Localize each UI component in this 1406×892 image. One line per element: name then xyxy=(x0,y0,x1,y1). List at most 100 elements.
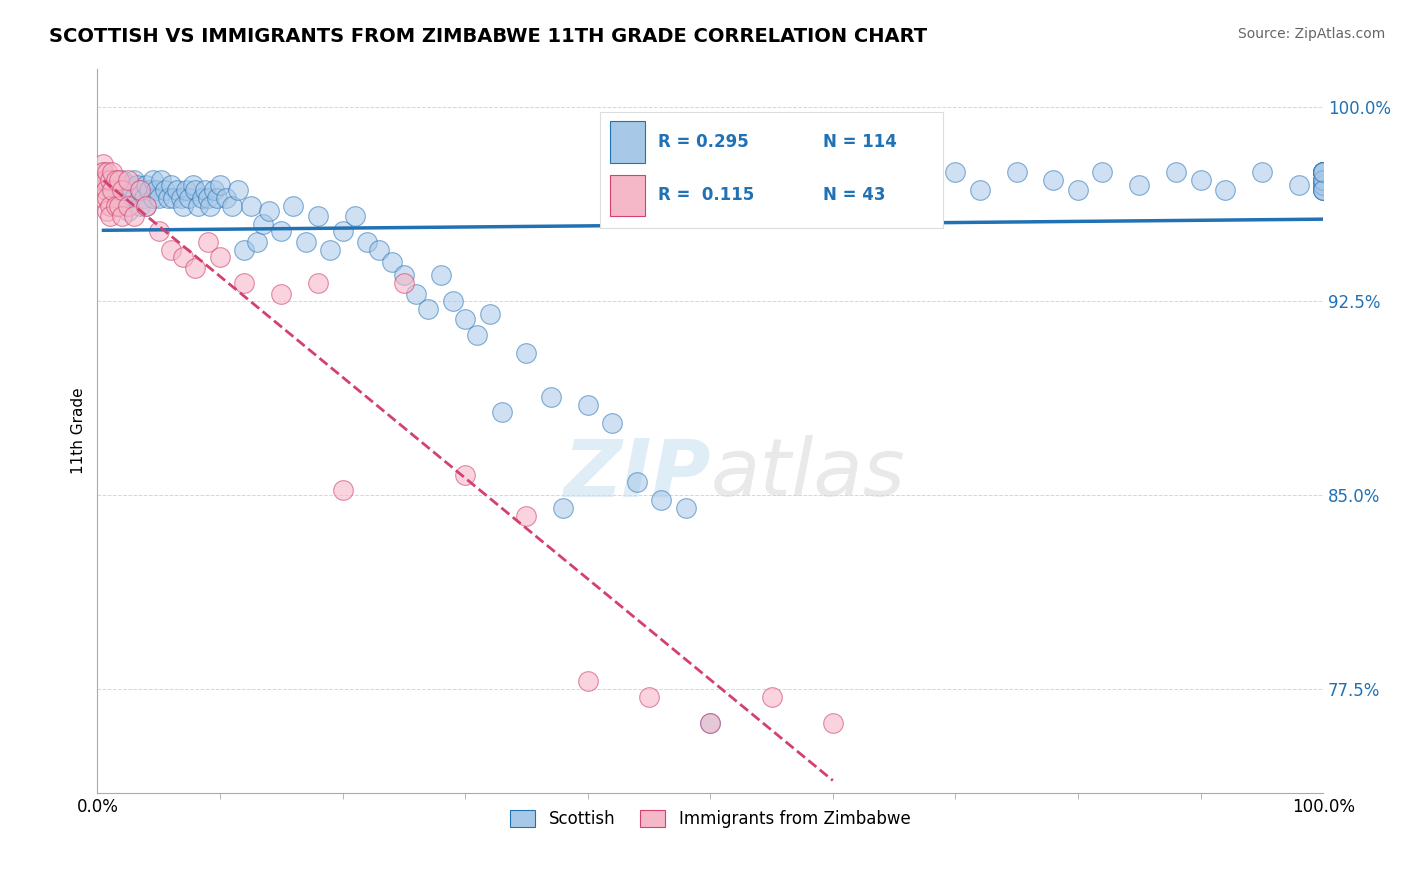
Point xyxy=(233,276,256,290)
Text: ZIP: ZIP xyxy=(562,435,710,513)
Point xyxy=(184,260,207,275)
Point xyxy=(184,183,207,197)
Point xyxy=(1312,165,1334,179)
Point xyxy=(332,483,354,497)
Point xyxy=(96,203,118,218)
Point xyxy=(724,165,747,179)
Point xyxy=(1312,178,1334,192)
Point xyxy=(1189,172,1212,186)
Point xyxy=(319,243,342,257)
Point xyxy=(96,191,118,205)
Point xyxy=(969,183,991,197)
Point xyxy=(157,191,180,205)
Point xyxy=(104,172,127,186)
Point xyxy=(1164,165,1187,179)
Point xyxy=(135,198,157,212)
Point xyxy=(101,178,124,192)
Point xyxy=(1128,178,1150,192)
Point xyxy=(132,191,155,205)
Point xyxy=(307,209,329,223)
Point xyxy=(454,312,477,326)
Point xyxy=(94,183,117,197)
Point xyxy=(945,165,967,179)
Point xyxy=(1312,183,1334,197)
Point xyxy=(638,690,661,704)
Point xyxy=(846,165,869,179)
Point xyxy=(392,268,415,283)
Point xyxy=(283,198,305,212)
Point xyxy=(172,198,194,212)
Point xyxy=(93,157,115,171)
Point xyxy=(626,475,648,490)
Point xyxy=(1312,172,1334,186)
Point xyxy=(111,172,134,186)
Point xyxy=(108,183,131,197)
Point xyxy=(135,178,157,192)
Text: Source: ZipAtlas.com: Source: ZipAtlas.com xyxy=(1237,27,1385,41)
Point xyxy=(117,178,139,192)
Point xyxy=(148,224,170,238)
Point xyxy=(108,198,131,212)
Point xyxy=(160,178,183,192)
Point xyxy=(104,191,127,205)
Point xyxy=(104,198,127,212)
Point xyxy=(112,191,135,205)
Point xyxy=(190,191,212,205)
Point xyxy=(699,715,721,730)
Point xyxy=(172,250,194,264)
Point xyxy=(135,198,157,212)
Point xyxy=(215,191,238,205)
Point xyxy=(138,183,160,197)
Point xyxy=(198,198,221,212)
Point xyxy=(270,224,292,238)
Point xyxy=(368,243,391,257)
Point xyxy=(1312,165,1334,179)
Point xyxy=(1213,183,1236,197)
Point xyxy=(772,183,794,197)
Point xyxy=(429,268,451,283)
Point xyxy=(93,191,115,205)
Point xyxy=(761,690,783,704)
Point xyxy=(699,715,721,730)
Point xyxy=(96,165,118,179)
Point xyxy=(1312,165,1334,179)
Legend: Scottish, Immigrants from Zimbabwe: Scottish, Immigrants from Zimbabwe xyxy=(503,804,917,835)
Point xyxy=(170,191,193,205)
Point xyxy=(93,165,115,179)
Point xyxy=(111,209,134,223)
Point xyxy=(1312,165,1334,179)
Point xyxy=(1005,165,1028,179)
Point xyxy=(153,183,176,197)
Point xyxy=(179,191,201,205)
Point xyxy=(93,165,115,179)
Point xyxy=(129,198,152,212)
Point xyxy=(93,178,115,192)
Point xyxy=(441,294,464,309)
Point xyxy=(821,178,844,192)
Point xyxy=(197,235,219,249)
Point xyxy=(418,301,440,316)
Point xyxy=(797,191,820,205)
Point xyxy=(117,198,139,212)
Point xyxy=(117,203,139,218)
Point xyxy=(515,508,537,523)
Point xyxy=(122,172,145,186)
Point xyxy=(454,467,477,482)
Point xyxy=(194,183,217,197)
Point xyxy=(1312,165,1334,179)
Y-axis label: 11th Grade: 11th Grade xyxy=(72,387,86,474)
Point xyxy=(576,674,599,689)
Point xyxy=(1312,165,1334,179)
Point xyxy=(1312,172,1334,186)
Point xyxy=(380,255,402,269)
Point xyxy=(540,390,562,404)
Point xyxy=(1250,165,1272,179)
Point xyxy=(270,286,292,301)
Point xyxy=(202,183,225,197)
Point xyxy=(174,183,197,197)
Point xyxy=(160,243,183,257)
Point xyxy=(208,250,231,264)
Point xyxy=(821,715,844,730)
Point xyxy=(98,183,121,197)
Point xyxy=(101,165,124,179)
